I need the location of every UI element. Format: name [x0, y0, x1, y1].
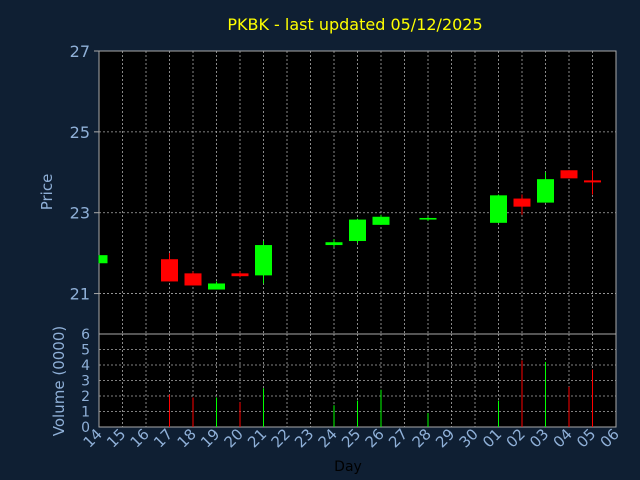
volume-axis-label: Volume (0000) — [50, 326, 68, 436]
x-tick-label: 29 — [432, 425, 458, 451]
candle-body — [325, 242, 343, 246]
price-panel: 27 25 23 21 — [70, 42, 617, 335]
x-tick-label: 21 — [244, 425, 270, 451]
candle-body — [231, 273, 249, 277]
x-tick-label: 06 — [597, 425, 623, 451]
price-tick-label: 27 — [70, 42, 90, 61]
candle-body — [99, 255, 108, 264]
chart-title: PKBK - last updated 05/12/2025 — [227, 15, 482, 34]
x-axis-label: Day — [334, 459, 362, 475]
volume-tick-label: 6 — [81, 327, 90, 343]
x-tick-label: 26 — [362, 425, 388, 451]
candle-body — [184, 273, 202, 286]
candle-body — [208, 283, 225, 290]
x-tick-label: 16 — [127, 425, 153, 451]
x-tick-label: 23 — [291, 425, 317, 451]
x-tick-label: 19 — [197, 425, 223, 451]
price-tick-label: 23 — [70, 204, 90, 223]
volume-tick-label: 0 — [81, 420, 90, 436]
x-tick-label: 20 — [221, 425, 247, 451]
volume-tick-label: 4 — [81, 358, 90, 374]
candle-body — [255, 245, 272, 276]
candle-body — [537, 179, 554, 203]
candle-body — [513, 198, 531, 207]
x-tick-label: 04 — [550, 425, 576, 451]
x-tick-label: 22 — [268, 425, 294, 451]
x-tick-label: 28 — [409, 425, 435, 451]
candle-body — [349, 219, 366, 242]
price-tick-label: 25 — [70, 123, 90, 142]
candle-body — [372, 216, 390, 225]
x-axis: 1415161718192021222324252627282930010203… — [80, 425, 623, 451]
x-tick-label: 25 — [338, 425, 364, 451]
price-axis-label: Price — [38, 174, 56, 211]
candle-body — [161, 259, 178, 282]
x-tick-label: 24 — [315, 425, 341, 451]
volume-tick-label: 1 — [81, 405, 90, 421]
x-tick-label: 02 — [503, 425, 529, 451]
x-tick-label: 15 — [103, 425, 129, 451]
x-tick-label: 27 — [385, 425, 411, 451]
price-tick-label: 21 — [70, 285, 90, 304]
candle-body — [419, 217, 437, 220]
candle-body — [584, 180, 601, 183]
volume-tick-label: 3 — [81, 374, 90, 390]
x-tick-label: 03 — [526, 425, 552, 451]
x-tick-label: 17 — [150, 425, 176, 451]
x-tick-label: 18 — [174, 425, 200, 451]
volume-tick-label: 5 — [81, 343, 90, 359]
x-tick-label: 30 — [456, 425, 482, 451]
candle-body — [560, 170, 578, 179]
x-tick-label: 01 — [479, 425, 505, 451]
candle-body — [490, 195, 507, 223]
x-tick-label: 05 — [573, 425, 599, 451]
volume-tick-label: 2 — [81, 389, 90, 405]
